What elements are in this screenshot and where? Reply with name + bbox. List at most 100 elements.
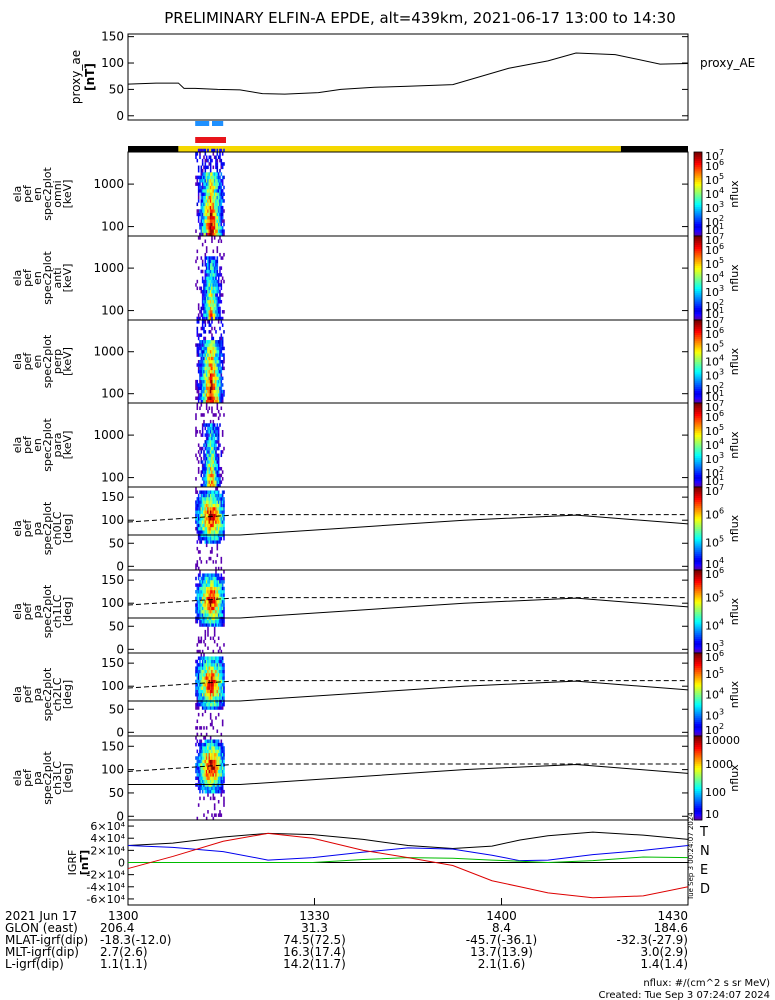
ylabel-line: ela (11, 270, 24, 287)
colorbar-cell (694, 623, 702, 627)
heatmap-cell (219, 702, 221, 707)
heatmap-cell (208, 350, 211, 354)
heatmap-cell (211, 593, 213, 597)
ephemeris-value: -18.3(-12.0) (100, 933, 171, 947)
colorbar-cell (694, 229, 702, 233)
colorbar-cell (694, 436, 702, 440)
heatmap-cell (195, 603, 197, 607)
heatmap-cell (216, 205, 219, 210)
heatmap-cell (212, 530, 215, 534)
heatmap-cell (223, 490, 225, 494)
heatmap-cell (204, 759, 207, 764)
heatmap-cell (213, 195, 216, 200)
heatmap-cell (223, 603, 225, 607)
heatmap-cell (219, 503, 221, 508)
colorbar-tick: 104 (705, 556, 724, 571)
heatmap-cell (208, 679, 211, 684)
heatmap-cell (212, 679, 215, 684)
heatmap-cell (200, 560, 203, 564)
heatmap-cell (208, 583, 211, 587)
colorbar-label: nflux (728, 431, 741, 459)
loss-cone-line (239, 763, 689, 786)
heatmap-cell (201, 379, 204, 384)
heatmap-cell (217, 430, 220, 434)
heatmap-cell (200, 326, 203, 331)
heatmap-cell (213, 483, 216, 488)
heatmap-cell (215, 175, 217, 180)
colorbar-cell (694, 246, 702, 250)
heatmap-cell (217, 510, 220, 514)
heatmap-cell (221, 786, 224, 791)
heatmap-cell (208, 276, 211, 280)
heatmap-cell (196, 692, 199, 697)
heatmap-cell (209, 366, 212, 371)
heatmap-cell (212, 576, 215, 581)
heatmap-cell (211, 466, 213, 471)
heatmap-cell (212, 779, 215, 784)
heatmap-cell (199, 340, 201, 344)
heatmap-cell (201, 669, 204, 674)
heatmap-cell (207, 232, 209, 237)
heatmap-cell (212, 456, 215, 461)
heatmap-cell (209, 259, 212, 264)
heatmap-cell (219, 473, 221, 478)
heatmap-cell (208, 373, 211, 377)
colorbar-cell (694, 663, 702, 666)
heatmap-cell (204, 185, 207, 190)
heatmap-cell (220, 222, 223, 227)
heatmap-cell (212, 513, 215, 518)
heatmap-cell (212, 470, 215, 474)
heatmap-cell (220, 165, 223, 170)
colorbar-label: nflux (728, 680, 741, 708)
heatmap-cell (209, 686, 212, 690)
heatmap-cell (209, 222, 212, 227)
heatmap-cell (203, 316, 205, 321)
heatmap-cell (217, 396, 220, 400)
igrf-series-E (128, 856, 689, 864)
heatmap-cell (204, 756, 207, 760)
heatmap-cell (221, 603, 224, 607)
heatmap-cell (211, 226, 213, 230)
heatmap-cell (217, 440, 220, 444)
heatmap-cell (197, 696, 200, 700)
heatmap-cell (221, 430, 224, 434)
heatmap-cell (199, 446, 201, 451)
heatmap-cell (204, 497, 207, 501)
heatmap-cell (201, 759, 204, 764)
heatmap-cell (205, 769, 208, 774)
heatmap-cell (213, 497, 216, 501)
heatmap-cell (205, 376, 208, 381)
heatmap-cell (207, 195, 209, 200)
heatmap-cell (211, 739, 213, 744)
heatmap-cell (204, 162, 207, 166)
heatmap-cell (208, 586, 211, 591)
heatmap-cell (196, 379, 199, 384)
colorbar-cell (694, 580, 702, 583)
heatmap-cell (208, 353, 211, 357)
heatmap-cell (197, 182, 200, 186)
ylabel-line: spec2plot (41, 334, 54, 388)
heatmap-cell (213, 185, 216, 190)
heatmap-cell (217, 185, 220, 190)
heatmap-cell (195, 689, 197, 694)
heatmap-cell (212, 286, 215, 291)
heatmap-cell (201, 573, 204, 577)
heatmap-cell (216, 202, 219, 207)
heatmap-cell (215, 473, 217, 478)
heatmap-cell (215, 683, 217, 687)
heatmap-cell (221, 343, 224, 347)
heatmap-cell (205, 175, 208, 180)
colorbar-cell (694, 361, 702, 365)
colorbar-cell (694, 686, 702, 689)
heatmap-cell (215, 520, 217, 524)
heatmap-cell (205, 613, 208, 617)
heatmap-cell (212, 189, 215, 193)
heatmap-cell (208, 623, 211, 627)
heatmap-cell (213, 619, 216, 624)
heatmap-cell (217, 786, 220, 791)
heatmap-cell (200, 520, 203, 524)
heatmap-cell (205, 266, 208, 270)
heatmap-cell (195, 596, 197, 601)
